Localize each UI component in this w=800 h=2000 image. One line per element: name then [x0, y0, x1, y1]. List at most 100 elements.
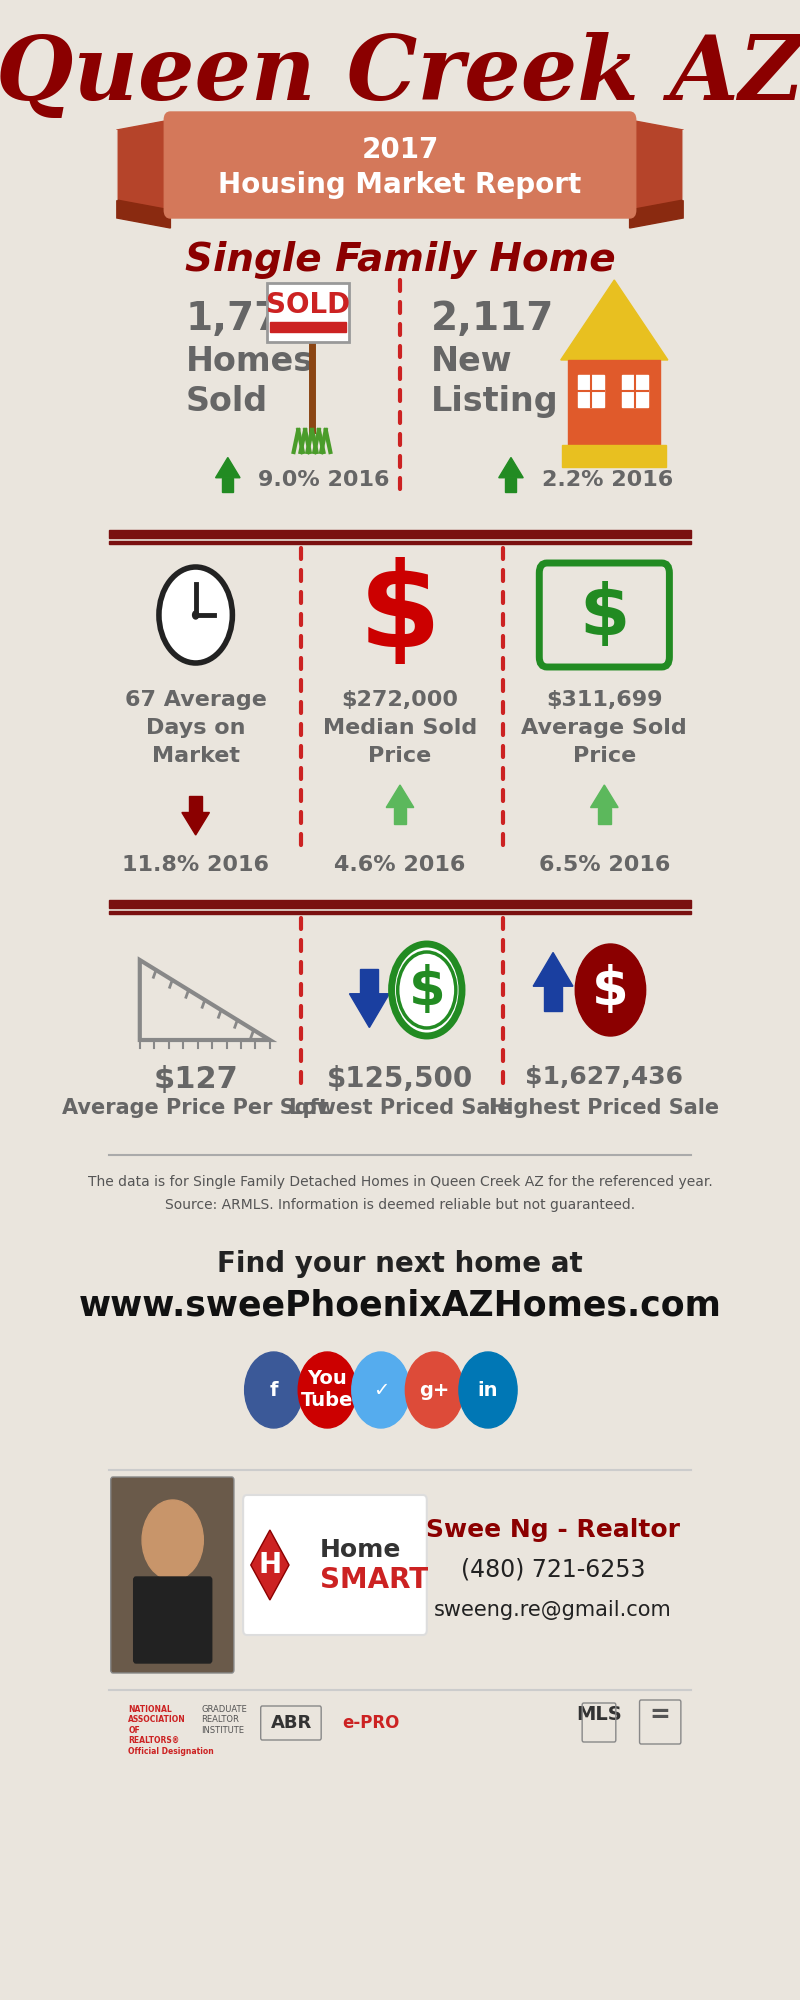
FancyBboxPatch shape	[109, 912, 691, 914]
Text: Listing: Listing	[430, 384, 558, 418]
Text: SMART: SMART	[320, 1566, 428, 1594]
Text: SOLD: SOLD	[266, 290, 350, 318]
FancyBboxPatch shape	[568, 360, 660, 446]
Text: (480) 721-6253: (480) 721-6253	[461, 1558, 646, 1582]
Text: H: H	[258, 1552, 282, 1580]
Polygon shape	[386, 784, 414, 808]
Text: $272,000: $272,000	[342, 690, 458, 710]
Polygon shape	[683, 130, 706, 200]
Text: Average Price Per Sqft: Average Price Per Sqft	[62, 1098, 329, 1118]
Text: The data is for Single Family Detached Homes in Queen Creek AZ for the reference: The data is for Single Family Detached H…	[88, 1174, 712, 1188]
Text: www.sweePhoenixAZHomes.com: www.sweePhoenixAZHomes.com	[78, 1288, 722, 1322]
Polygon shape	[561, 280, 668, 360]
Text: ✓: ✓	[373, 1380, 389, 1400]
Polygon shape	[222, 478, 234, 492]
Text: 2.2% 2016: 2.2% 2016	[542, 470, 673, 490]
Text: Find your next home at: Find your next home at	[217, 1250, 583, 1278]
Circle shape	[159, 568, 232, 664]
FancyBboxPatch shape	[110, 1476, 234, 1672]
FancyBboxPatch shape	[578, 376, 603, 408]
Text: New: New	[430, 344, 512, 378]
Text: $: $	[409, 964, 445, 1016]
Text: Highest Priced Sale: Highest Priced Sale	[490, 1098, 719, 1118]
Text: 2017: 2017	[362, 136, 438, 164]
Polygon shape	[350, 994, 390, 1028]
Polygon shape	[630, 200, 683, 228]
Polygon shape	[215, 458, 240, 478]
Polygon shape	[94, 130, 117, 200]
FancyBboxPatch shape	[539, 564, 670, 668]
Circle shape	[459, 1352, 517, 1428]
Circle shape	[245, 1352, 303, 1428]
FancyBboxPatch shape	[109, 540, 691, 544]
Text: Lowest Priced Sale: Lowest Priced Sale	[289, 1098, 511, 1118]
FancyBboxPatch shape	[109, 530, 691, 538]
FancyBboxPatch shape	[134, 1576, 212, 1664]
Circle shape	[352, 1352, 410, 1428]
Text: $: $	[592, 964, 629, 1016]
Text: Market: Market	[152, 746, 240, 766]
Text: $127: $127	[154, 1064, 238, 1094]
Text: Homes: Homes	[186, 344, 314, 378]
Polygon shape	[394, 808, 406, 824]
Polygon shape	[544, 986, 562, 1010]
Polygon shape	[250, 1530, 289, 1600]
Polygon shape	[598, 808, 610, 824]
FancyBboxPatch shape	[243, 1496, 426, 1636]
Text: $: $	[579, 580, 630, 650]
Text: Source: ARMLS. Information is deemed reliable but not guaranteed.: Source: ARMLS. Information is deemed rel…	[165, 1198, 635, 1212]
Text: Swee Ng - Realtor: Swee Ng - Realtor	[426, 1518, 680, 1542]
Polygon shape	[117, 120, 170, 210]
Text: Average Sold: Average Sold	[522, 718, 687, 738]
Text: $125,500: $125,500	[327, 1064, 473, 1092]
Polygon shape	[361, 970, 378, 994]
Text: Median Sold: Median Sold	[323, 718, 477, 738]
Circle shape	[575, 944, 646, 1036]
FancyBboxPatch shape	[622, 376, 648, 408]
Text: $1,627,436: $1,627,436	[526, 1064, 683, 1088]
FancyBboxPatch shape	[109, 900, 691, 908]
FancyBboxPatch shape	[270, 322, 346, 332]
Text: Days on: Days on	[146, 718, 246, 738]
Circle shape	[406, 1352, 463, 1428]
Text: f: f	[270, 1380, 278, 1400]
Text: e-PRO: e-PRO	[342, 1714, 400, 1732]
Text: 9.0% 2016: 9.0% 2016	[258, 470, 390, 490]
Text: Price: Price	[573, 746, 636, 766]
FancyBboxPatch shape	[562, 446, 666, 466]
Text: 1,778: 1,778	[186, 300, 309, 338]
FancyBboxPatch shape	[164, 112, 636, 218]
Polygon shape	[117, 200, 170, 228]
Text: 6.5% 2016: 6.5% 2016	[538, 856, 670, 876]
Text: 4.6% 2016: 4.6% 2016	[334, 856, 466, 876]
Circle shape	[142, 1500, 203, 1580]
Text: Queen Creek AZ: Queen Creek AZ	[0, 32, 800, 118]
Text: Price: Price	[368, 746, 432, 766]
Polygon shape	[182, 812, 210, 836]
Polygon shape	[630, 120, 683, 210]
Text: Home: Home	[320, 1538, 401, 1562]
FancyBboxPatch shape	[267, 282, 350, 342]
Text: 2,117: 2,117	[430, 300, 554, 338]
Text: g+: g+	[419, 1380, 450, 1400]
Circle shape	[298, 1352, 356, 1428]
Text: Housing Market Report: Housing Market Report	[218, 172, 582, 200]
Text: NATIONAL
ASSOCIATION
OF
REALTORS®
Official Designation: NATIONAL ASSOCIATION OF REALTORS® Offici…	[128, 1704, 214, 1756]
Polygon shape	[498, 458, 523, 478]
Text: MLS: MLS	[576, 1706, 622, 1724]
Circle shape	[391, 944, 462, 1036]
Text: Sold: Sold	[186, 384, 268, 418]
Polygon shape	[590, 784, 618, 808]
Polygon shape	[190, 796, 202, 812]
Text: $: $	[359, 558, 441, 672]
Text: 67 Average: 67 Average	[125, 690, 266, 710]
Text: =: =	[650, 1704, 670, 1726]
Polygon shape	[533, 952, 573, 986]
Circle shape	[398, 952, 456, 1028]
Text: 11.8% 2016: 11.8% 2016	[122, 856, 269, 876]
Text: ABR: ABR	[270, 1714, 312, 1732]
Text: $311,699: $311,699	[546, 690, 662, 710]
Text: You
Tube: You Tube	[301, 1370, 354, 1410]
Text: Single Family Home: Single Family Home	[185, 240, 615, 278]
Text: GRADUATE
REALTOR
INSTITUTE: GRADUATE REALTOR INSTITUTE	[201, 1704, 246, 1734]
